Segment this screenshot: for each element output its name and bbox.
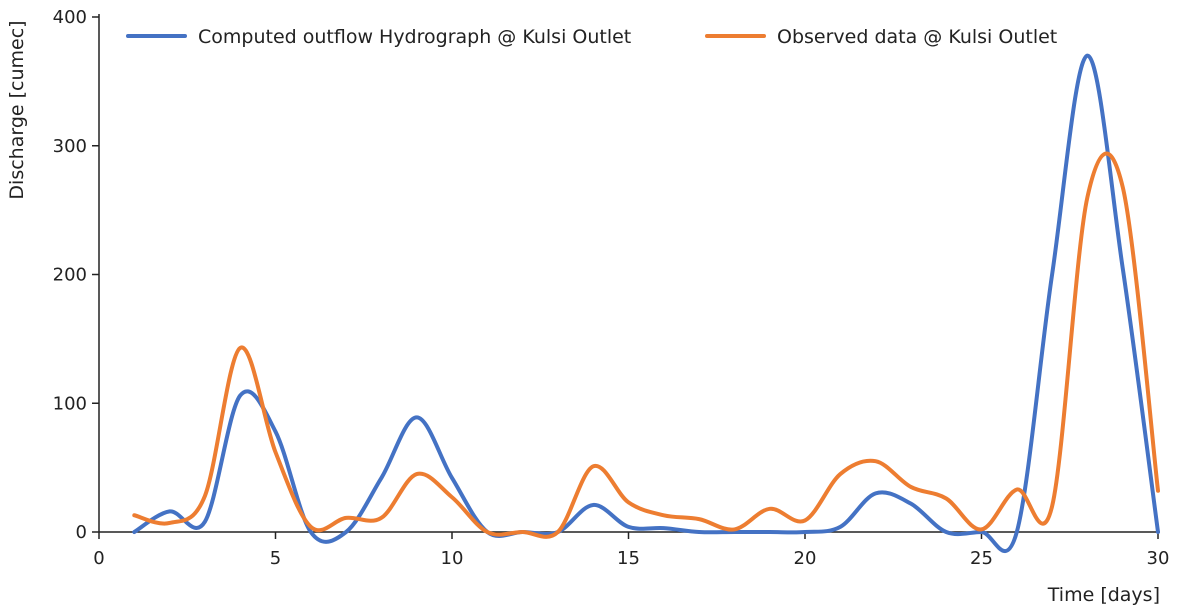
y-tick-label: 200	[53, 265, 87, 286]
legend: Computed outflow Hydrograph @ Kulsi Outl…	[126, 26, 1057, 48]
legend-label-observed: Observed data @ Kulsi Outlet	[777, 26, 1057, 48]
y-axis-title: Discharge [cumec]	[6, 20, 28, 199]
x-axis-title: Time [days]	[1047, 584, 1160, 606]
y-tick-label: 0	[76, 522, 87, 543]
x-tick-label: 30	[1147, 548, 1170, 569]
series-line-observed	[132, 151, 1160, 539]
series-layer	[132, 53, 1160, 553]
y-tick-label: 300	[53, 136, 87, 157]
x-tick-label: 15	[617, 548, 640, 569]
x-tick-label: 0	[93, 548, 104, 569]
legend-label-computed: Computed outflow Hydrograph @ Kulsi Outl…	[198, 26, 631, 48]
x-tick-label: 5	[270, 548, 281, 569]
x-tick-label: 20	[794, 548, 817, 569]
axes: 0 100 200 300 400 0 5 10 15 20 25 30	[53, 7, 1170, 569]
x-tick-label: 10	[441, 548, 464, 569]
series-line-computed	[132, 53, 1160, 553]
y-ticks: 0 100 200 300 400	[53, 7, 99, 543]
y-tick-label: 100	[53, 393, 87, 414]
y-tick-label: 400	[53, 7, 87, 28]
x-tick-label: 25	[970, 548, 993, 569]
x-ticks: 0 5 10 15 20 25 30	[93, 532, 1169, 569]
